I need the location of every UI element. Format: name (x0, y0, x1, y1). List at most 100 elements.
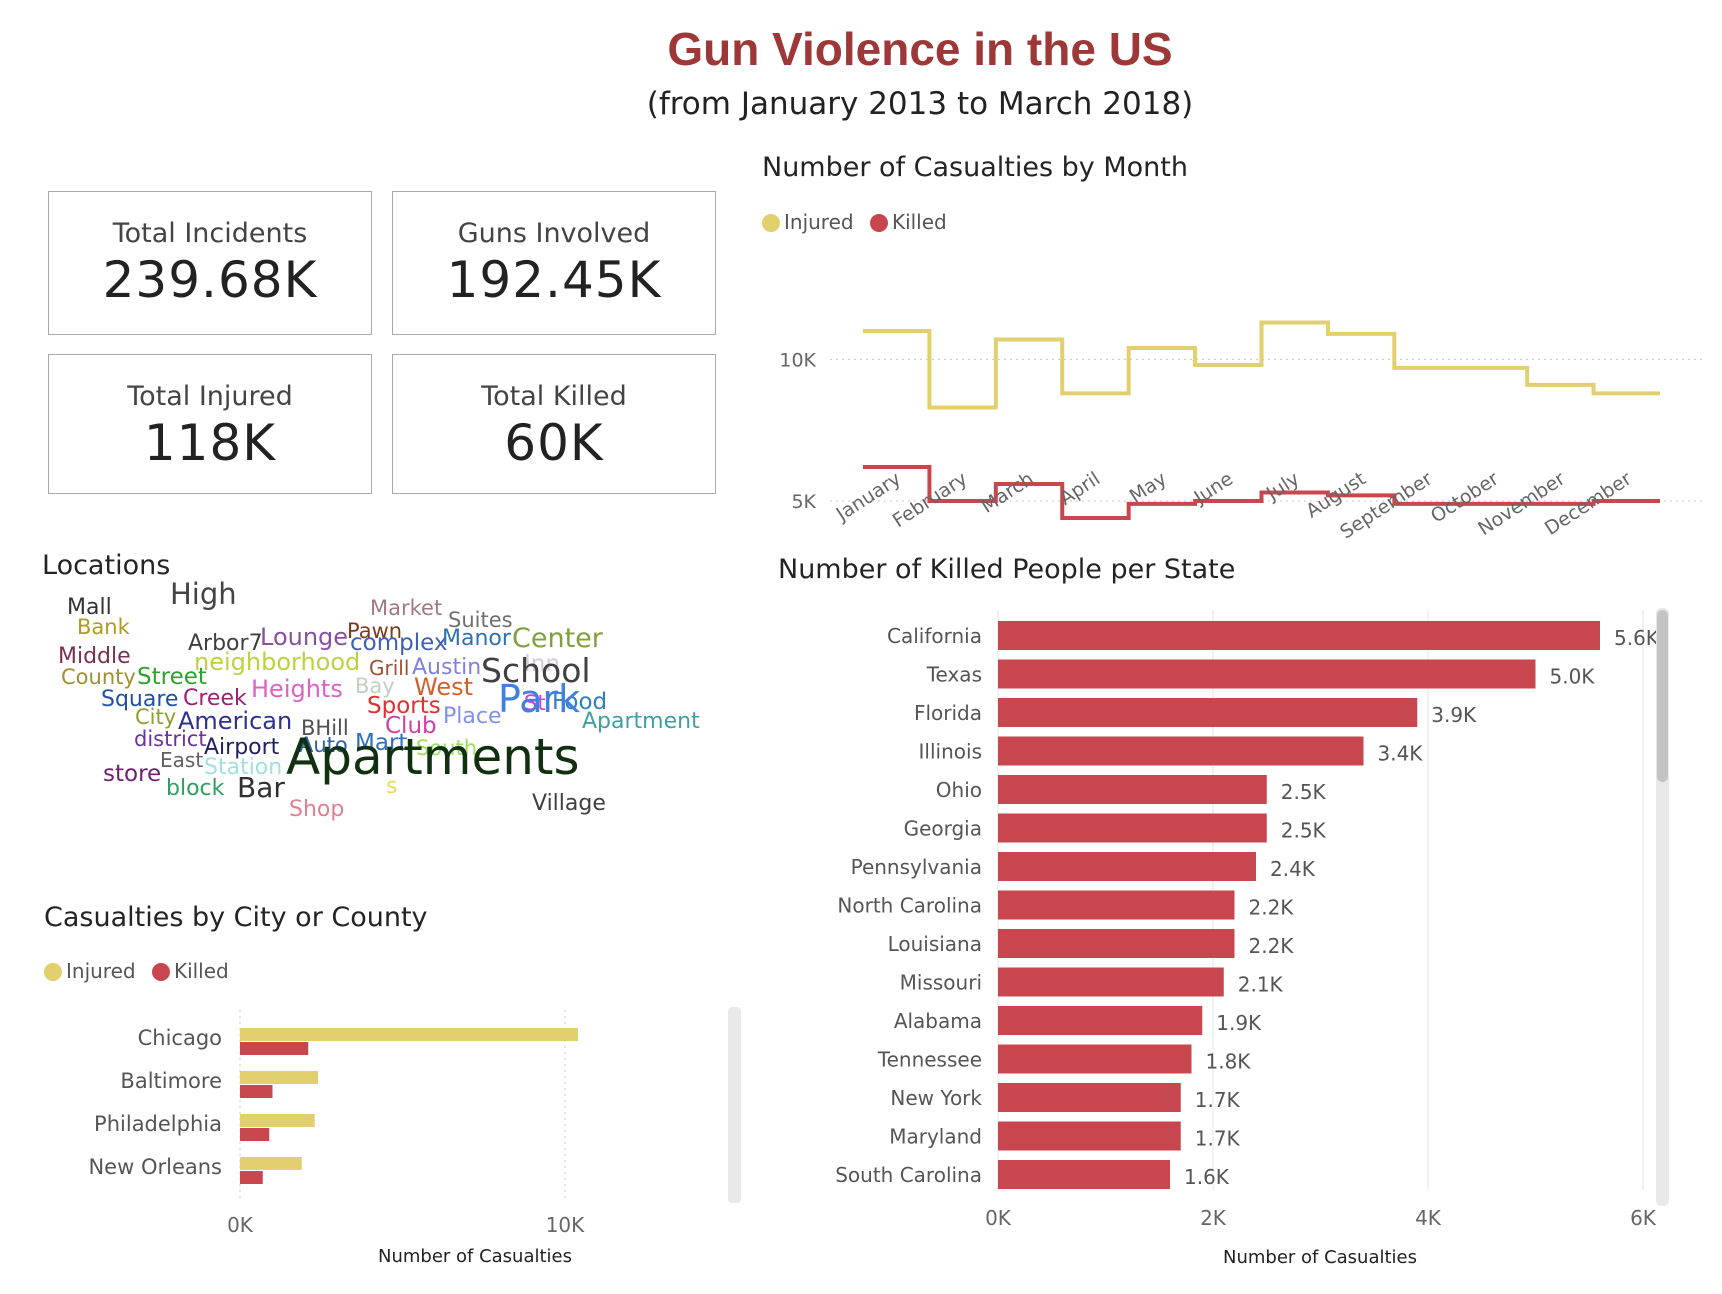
kpi-card-guns-involved[interactable]: Guns Involved 192.45K (392, 191, 716, 335)
bar-killed (998, 852, 1256, 881)
location-word[interactable]: Creek (183, 685, 247, 711)
kpi-value: 60K (504, 414, 604, 472)
location-word[interactable]: complex (350, 630, 448, 657)
legend-dot-killed-icon (151, 963, 170, 981)
location-word[interactable]: Suites (448, 607, 513, 632)
location-word[interactable]: County (61, 664, 136, 689)
location-word[interactable]: Market (370, 595, 443, 620)
x-axis-title: Number of Casualties (1223, 1247, 1417, 1268)
location-word[interactable]: Pawn (347, 618, 403, 643)
location-word[interactable]: Apartment (582, 708, 700, 734)
legend-label: Killed (891, 210, 947, 234)
legend-item-injured[interactable]: Injured (762, 210, 854, 234)
location-word[interactable]: Sports (367, 693, 441, 720)
location-word[interactable]: West (414, 673, 474, 702)
location-word[interactable]: block (166, 775, 225, 801)
data-label: 3.4K (1378, 742, 1424, 766)
city-legend: Injured Killed (44, 959, 239, 983)
x-tick-label: May (1126, 468, 1171, 508)
legend-label: Injured (784, 210, 854, 234)
location-word[interactable]: BHill (301, 715, 349, 740)
location-word[interactable]: Arbor7 (188, 630, 263, 656)
kpi-card-total-killed[interactable]: Total Killed 60K (392, 354, 716, 494)
location-word[interactable]: s (386, 773, 398, 799)
bar-killed (998, 1006, 1203, 1035)
x-tick-label: 10K (546, 1213, 585, 1237)
monthly-legend: Injured Killed (762, 210, 957, 234)
location-word[interactable]: Auto (299, 732, 348, 757)
city-casualties-chart[interactable]: Chicago Baltimore Philadelphia New Orleans 0… (40, 1000, 760, 1270)
bar-injured (240, 1114, 315, 1127)
location-word[interactable]: Lounge (260, 623, 349, 652)
data-label: 1.7K (1195, 1127, 1241, 1151)
kpi-value: 239.68K (102, 251, 318, 309)
category-label: Tennessee (877, 1048, 982, 1072)
location-word[interactable]: Mall (67, 594, 112, 620)
location-word[interactable]: East (160, 748, 204, 773)
kpi-card-total-injured[interactable]: Total Injured 118K (48, 354, 372, 494)
location-word[interactable]: Club (385, 713, 437, 740)
location-word[interactable]: Street (137, 664, 207, 691)
location-word[interactable]: American (178, 707, 293, 736)
data-label: 2.4K (1270, 857, 1316, 881)
legend-item-injured[interactable]: Injured (44, 959, 136, 983)
category-label: Baltimore (120, 1069, 222, 1093)
data-label: 5.6K (1614, 626, 1660, 650)
location-word[interactable]: City (135, 704, 177, 729)
bar-killed (998, 659, 1536, 689)
location-word[interactable]: Bar (237, 771, 285, 805)
location-word[interactable]: Park (498, 677, 581, 722)
x-tick-label: 0K (227, 1213, 254, 1237)
page-subtitle: (from January 2013 to March 2018) (646, 86, 1194, 122)
bar-killed (240, 1171, 263, 1184)
location-word[interactable]: Middle (58, 643, 131, 669)
location-word[interactable]: Bay (355, 673, 395, 698)
location-word[interactable]: neighborhood (194, 648, 361, 677)
legend-dot-injured-icon (762, 214, 780, 232)
legend-dot-injured-icon (44, 963, 62, 981)
location-word[interactable]: Airport (204, 734, 280, 760)
legend-item-killed[interactable]: Killed (869, 210, 947, 234)
state-killed-chart[interactable]: 0K 2K 4K 6K California 5.6K Texas 5.0K Florida 3.… (780, 600, 1720, 1280)
location-word[interactable]: Food (552, 689, 608, 716)
bar-killed (998, 1160, 1170, 1189)
scrollbar[interactable] (728, 1007, 741, 1203)
location-word[interactable]: Apartments (286, 728, 580, 786)
location-word[interactable]: store (103, 761, 162, 788)
location-word[interactable]: High (170, 577, 237, 612)
location-word[interactable]: Place (443, 703, 502, 729)
legend-item-killed[interactable]: Killed (151, 959, 229, 983)
data-label: 2.5K (1281, 780, 1327, 804)
location-word[interactable]: Heights (251, 675, 343, 704)
location-word[interactable]: Grill (369, 656, 410, 681)
location-word[interactable]: Center (512, 622, 603, 654)
category-label: Georgia (904, 817, 982, 841)
location-word[interactable]: St (524, 690, 546, 715)
location-word[interactable]: School (481, 651, 591, 691)
bar-killed (998, 698, 1418, 727)
category-label: Florida (914, 701, 982, 725)
kpi-card-total-incidents[interactable]: Total Incidents 239.68K (48, 191, 372, 335)
data-label: 2.2K (1249, 896, 1295, 920)
legend-dot-killed-icon (869, 214, 888, 232)
bar-killed (998, 967, 1224, 997)
category-label: New York (890, 1086, 982, 1110)
bar-killed (998, 1044, 1192, 1074)
data-label: 3.9K (1431, 703, 1477, 727)
location-word[interactable]: Station (204, 754, 283, 780)
location-word[interactable]: Village (532, 790, 606, 816)
category-label: South Carolina (835, 1163, 982, 1187)
series-line-killed (863, 465, 1660, 520)
location-word[interactable]: Manor (442, 625, 511, 651)
location-word[interactable]: South (416, 735, 478, 760)
location-word[interactable]: Austin (412, 654, 482, 680)
scrollbar-thumb[interactable] (1657, 610, 1668, 782)
location-word[interactable]: district (134, 726, 207, 751)
location-word[interactable]: Bank (77, 614, 130, 639)
location-word[interactable]: Inn (524, 651, 560, 678)
x-tick-label: March (977, 468, 1038, 518)
location-word[interactable]: Square (101, 686, 179, 712)
location-word[interactable]: Shop (289, 796, 345, 822)
location-word[interactable]: Mart (355, 730, 408, 757)
